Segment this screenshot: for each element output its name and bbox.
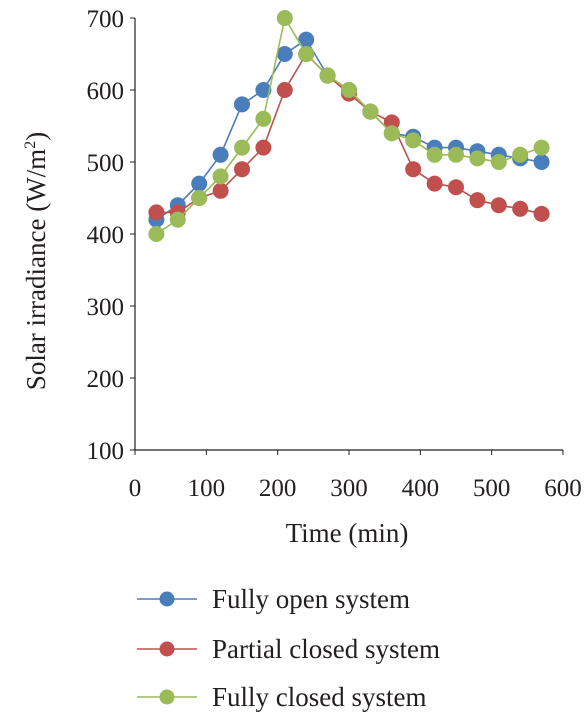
data-point	[405, 161, 422, 178]
y-tick-label: 500	[87, 150, 125, 177]
data-point	[426, 175, 443, 192]
y-axis-label-close: )	[21, 132, 51, 141]
data-point	[234, 139, 250, 156]
data-point	[255, 82, 272, 98]
y-tick-label: 400	[87, 222, 125, 249]
data-point	[169, 211, 186, 228]
data-point	[255, 139, 272, 156]
legend-label: Fully closed system	[212, 682, 427, 712]
x-tick-label: 500	[473, 475, 511, 502]
y-tick-label: 100	[87, 438, 125, 465]
data-point	[276, 46, 293, 62]
data-point	[383, 125, 400, 142]
legend-item-2: Partial closed system	[137, 634, 440, 664]
legend-item-3: Fully closed system	[137, 682, 427, 712]
x-tick-label: 400	[402, 475, 440, 502]
legend-marker	[159, 689, 175, 705]
data-point	[276, 82, 293, 98]
data-point	[148, 226, 165, 242]
series-3	[148, 10, 550, 242]
data-point	[533, 205, 550, 222]
data-point	[234, 161, 250, 178]
data-point	[212, 146, 229, 163]
data-point	[212, 168, 229, 185]
data-point	[255, 110, 272, 127]
legend-marker	[159, 591, 175, 607]
x-tick-label: 200	[259, 475, 297, 502]
series-1	[148, 31, 550, 228]
legend-label: Partial closed system	[212, 634, 440, 664]
legend-item-1: Fully open system	[137, 584, 410, 614]
y-axis-label-superscript: 2	[22, 141, 39, 149]
y-tick-label: 200	[87, 366, 125, 393]
y-axis-label: Solar irradiance (W/m2)	[21, 132, 51, 390]
data-point	[533, 139, 550, 156]
y-tick-label: 300	[87, 294, 125, 321]
data-point	[490, 197, 507, 214]
data-point	[191, 175, 208, 192]
legend: Fully open system Partial closed system Fu…	[137, 584, 440, 712]
data-point	[191, 190, 208, 206]
data-point	[448, 179, 464, 196]
data-point	[319, 67, 336, 84]
data-point	[512, 146, 529, 163]
x-axis-label: Time (min)	[286, 518, 409, 548]
data-point	[234, 96, 250, 113]
series-layer	[148, 10, 550, 242]
data-point	[362, 103, 379, 120]
data-point	[212, 182, 229, 199]
data-point	[512, 200, 529, 217]
data-point	[298, 46, 315, 62]
x-tick-label: 600	[544, 475, 582, 502]
data-point	[405, 132, 422, 149]
data-point	[341, 82, 357, 98]
x-tick-label: 300	[330, 475, 368, 502]
x-tick-labels: 0 100 200 300 400 500 600	[129, 450, 582, 502]
y-tick-label: 700	[87, 6, 125, 33]
legend-marker	[159, 641, 175, 657]
data-point	[469, 192, 486, 209]
legend-label: Fully open system	[212, 584, 410, 614]
data-point	[490, 154, 507, 170]
y-axis-label-main: Solar irradiance (W/m	[21, 149, 51, 390]
data-point	[469, 150, 486, 167]
data-point	[533, 154, 550, 170]
y-tick-label: 600	[87, 78, 125, 105]
x-tick-label: 100	[188, 475, 226, 502]
data-point	[426, 146, 443, 163]
y-tick-labels: 100 200 300 400 500 600 700	[87, 6, 135, 465]
series-2	[148, 46, 550, 222]
x-tick-label: 0	[129, 475, 142, 502]
data-point	[276, 10, 293, 26]
data-point	[448, 146, 464, 163]
data-point	[148, 204, 165, 221]
